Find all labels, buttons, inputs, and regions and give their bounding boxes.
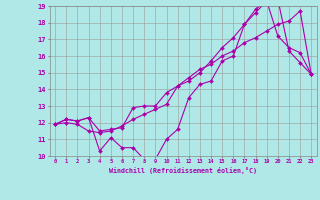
X-axis label: Windchill (Refroidissement éolien,°C): Windchill (Refroidissement éolien,°C) (109, 167, 257, 174)
